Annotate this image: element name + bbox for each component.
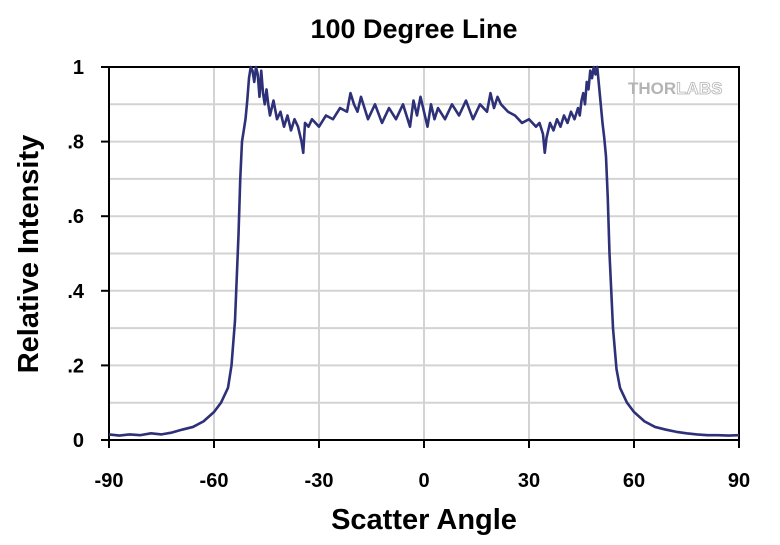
- y-tick-label: .2: [67, 355, 84, 377]
- x-tick-label: 60: [623, 470, 645, 492]
- x-tick-label: -60: [200, 470, 229, 492]
- watermark-logo: THORLABS: [628, 79, 723, 99]
- y-tick-label: .8: [67, 132, 84, 154]
- x-axis: -90 -60 -30 0 30 60 90: [95, 440, 750, 492]
- data-series: [108, 65, 740, 437]
- y-tick-label: .4: [67, 281, 85, 303]
- x-tick-label: 0: [418, 470, 429, 492]
- chart-title: 100 Degree Line: [310, 14, 517, 44]
- x-tick-label: 30: [518, 470, 540, 492]
- gridlines: [109, 67, 739, 440]
- y-tick-label: 0: [73, 430, 84, 452]
- y-axis-title: Relative Intensity: [13, 135, 45, 374]
- x-tick-label: -90: [95, 470, 124, 492]
- x-tick-label: -30: [305, 470, 334, 492]
- svg-text:THORLABS: THORLABS: [628, 79, 722, 98]
- y-tick-label: 1: [73, 57, 84, 79]
- x-axis-title: Scatter Angle: [331, 504, 517, 536]
- logo-text-part1: THOR: [628, 79, 676, 98]
- y-axis: 0 .2 .4 .6 .8 1: [67, 57, 109, 452]
- logo-text-part2: LABS: [676, 79, 722, 98]
- series-line: [108, 65, 740, 437]
- x-tick-label: 90: [728, 470, 750, 492]
- y-tick-label: .6: [67, 206, 84, 228]
